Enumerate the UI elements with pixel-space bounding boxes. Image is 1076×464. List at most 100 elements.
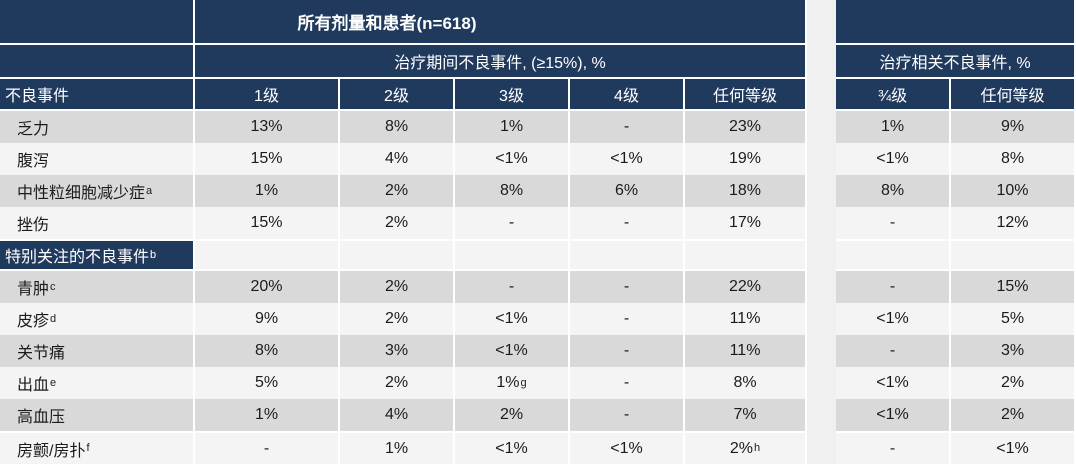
value-cell: - (836, 271, 951, 303)
col-header-text: 任何等级 (712, 88, 777, 105)
value-cell: <1% (836, 399, 951, 431)
value-cell: 23% (685, 111, 807, 143)
col-header-grade2: 2级 (340, 79, 455, 111)
footnote-marker: e (50, 376, 57, 389)
value-cell: 1% (836, 111, 951, 143)
value-cell: - (570, 271, 685, 303)
value-cell: - (455, 207, 570, 239)
row-label: 房颤/房扑 f (0, 431, 195, 464)
value-cell: 3% (340, 335, 455, 367)
value-cell: 2% (340, 207, 455, 239)
section-header: 特别关注的不良事件 b (0, 239, 195, 271)
value-cell: - (836, 335, 951, 367)
value-cell: <1% (455, 335, 570, 367)
value-cell: - (836, 207, 951, 239)
value-cell: 2% (951, 367, 1076, 399)
trae-group-header-text: 治疗相关不良事件, % (879, 55, 1031, 72)
value-cell: 2% (951, 399, 1076, 431)
col-header-text: 任何等级 (980, 88, 1045, 105)
table-gap-divider (807, 0, 836, 464)
value-cell: 5% (195, 367, 340, 399)
value-cell: 19% (685, 143, 807, 175)
value-cell: 8% (951, 143, 1076, 175)
value-cell: <1% (836, 143, 951, 175)
col-header-text: 4级 (614, 88, 639, 105)
value-cell: 4% (340, 143, 455, 175)
value-cell: 2% h (685, 431, 807, 464)
value-cell: - (836, 431, 951, 464)
value-cell: <1% (951, 431, 1076, 464)
col-header-text: 不良事件 (5, 88, 70, 105)
value-cell: 9% (195, 303, 340, 335)
value-cell: 15% (951, 271, 1076, 303)
value-cell: <1% (570, 431, 685, 464)
value-cell: 1% (195, 175, 340, 207)
value-cell: 1% (195, 399, 340, 431)
footnote-marker: b (150, 248, 157, 261)
col-header-text: 2级 (384, 88, 409, 105)
trae-header-spacer (836, 0, 1076, 45)
value-cell: <1% (455, 303, 570, 335)
value-cell: 2% (455, 399, 570, 431)
col-header-grade34-trae: ¾级 (836, 79, 951, 111)
corner-cell-2 (0, 45, 195, 79)
row-label: 皮疹 d (0, 303, 195, 335)
value-cell: 10% (951, 175, 1076, 207)
value-cell: - (570, 399, 685, 431)
footnote-marker: h (754, 442, 761, 454)
value-cell: 2% (340, 175, 455, 207)
footnote-marker: d (50, 312, 57, 325)
value-cell: 8% (340, 111, 455, 143)
row-label: 乏力 (0, 111, 195, 143)
empty-cell (340, 239, 455, 271)
teae-group-header-text: 治疗期间不良事件, (≥15%), % (394, 55, 606, 72)
value-cell: <1% (836, 367, 951, 399)
value-cell: 2% (340, 367, 455, 399)
empty-cell (836, 239, 951, 271)
footnote-marker: c (50, 280, 56, 293)
value-cell: 11% (685, 335, 807, 367)
col-header-any-grade-trae: 任何等级 (951, 79, 1076, 111)
value-cell: - (570, 111, 685, 143)
value-cell: 5% (951, 303, 1076, 335)
value-cell: 3% (951, 335, 1076, 367)
teae-group-header: 治疗期间不良事件, (≥15%), % (195, 45, 807, 79)
value-cell: 2% (340, 271, 455, 303)
empty-cell (455, 239, 570, 271)
value-cell: 20% (195, 271, 340, 303)
row-label: 青肿 c (0, 271, 195, 303)
value-cell: - (570, 303, 685, 335)
value-cell: 13% (195, 111, 340, 143)
col-header-adverse-event: 不良事件 (0, 79, 195, 111)
value-cell: 9% (951, 111, 1076, 143)
col-header-text: ¾级 (877, 88, 908, 105)
col-header-grade3: 3级 (455, 79, 570, 111)
value-cell: 15% (195, 143, 340, 175)
row-label: 关节痛 (0, 335, 195, 367)
value-cell: 8% (836, 175, 951, 207)
col-header-text: 3级 (499, 88, 524, 105)
col-header-grade1: 1级 (195, 79, 340, 111)
value-cell: <1% (570, 143, 685, 175)
value-cell: 11% (685, 303, 807, 335)
empty-cell (951, 239, 1076, 271)
footnote-marker: f (86, 442, 90, 454)
row-label: 高血压 (0, 399, 195, 431)
value-cell: - (195, 431, 340, 464)
value-cell: 8% (455, 175, 570, 207)
table-title-text: 所有剂量和患者(n=618) (297, 14, 477, 33)
value-cell: 1% g (455, 367, 570, 399)
corner-cell (0, 0, 195, 45)
value-cell: - (570, 335, 685, 367)
value-cell: 1% (340, 431, 455, 464)
footnote-marker: g (520, 376, 527, 389)
value-cell: <1% (455, 431, 570, 464)
table-title: 所有剂量和患者(n=618) (195, 0, 807, 45)
trae-group-header: 治疗相关不良事件, % (836, 45, 1076, 79)
value-cell: <1% (455, 143, 570, 175)
empty-cell (685, 239, 807, 271)
col-header-text: 1级 (254, 88, 279, 105)
row-label: 出血 e (0, 367, 195, 399)
value-cell: - (455, 271, 570, 303)
